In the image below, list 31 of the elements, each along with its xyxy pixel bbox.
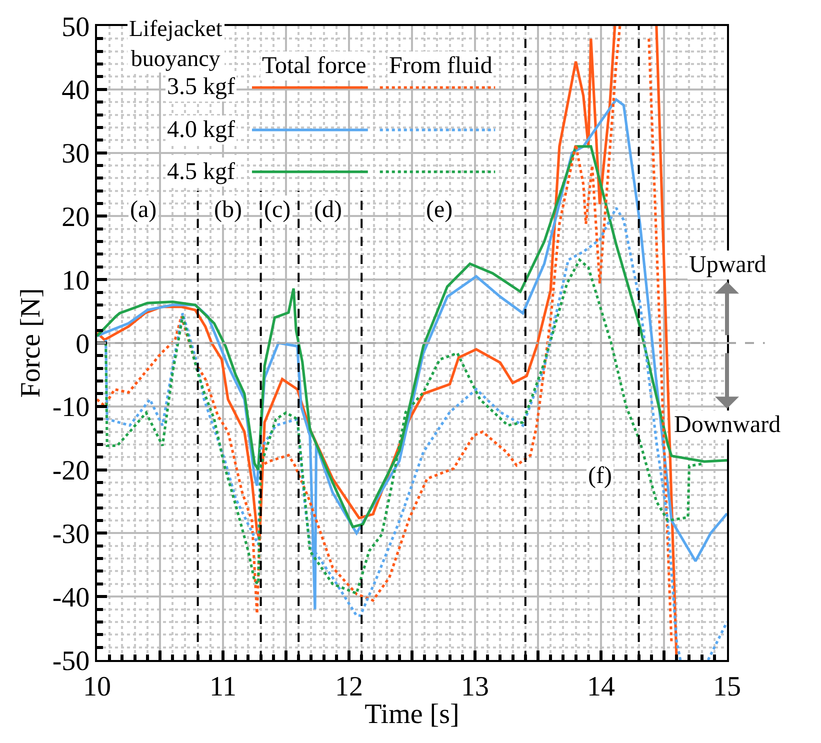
y-tick-label: -20: [52, 456, 90, 487]
annotation: (b): [214, 197, 242, 223]
legend-label: 3.5 kgf: [167, 74, 235, 100]
annotation: (f): [588, 463, 612, 489]
x-axis-title: Time [s]: [364, 698, 460, 730]
y-tick-label: 10: [62, 265, 90, 296]
x-tick-label: 13: [461, 671, 489, 702]
annotation: From fluid: [389, 53, 492, 79]
x-tick-label: 12: [335, 671, 363, 702]
y-tick-label: -30: [52, 519, 90, 550]
annotation: (a): [130, 197, 157, 223]
legend-title: Lifejacket buoyancy: [129, 16, 223, 71]
x-tick-label: 11: [210, 671, 236, 702]
annotation: (c): [264, 197, 291, 223]
y-tick-label: -40: [52, 582, 90, 614]
y-tick-label: 20: [62, 202, 90, 233]
y-tick-label: -10: [52, 392, 90, 424]
y-tick-label: 30: [62, 138, 90, 170]
annotation: (e): [426, 197, 453, 223]
annotation: Downward: [674, 412, 781, 438]
annotation: Upward: [689, 252, 766, 278]
y-tick-label: 40: [62, 75, 90, 106]
y-axis-title: Force [N]: [16, 288, 47, 398]
legend-label: 4.0 kgf: [167, 117, 235, 143]
annotation: Total force: [262, 53, 366, 79]
legend-label: 4.5 kgf: [167, 159, 235, 185]
y-tick-label: 50: [62, 12, 90, 43]
x-tick-label: 14: [587, 671, 615, 702]
annotation: (d): [314, 197, 342, 223]
y-tick-label: 0: [76, 328, 90, 360]
x-tick-label: 15: [713, 671, 741, 702]
